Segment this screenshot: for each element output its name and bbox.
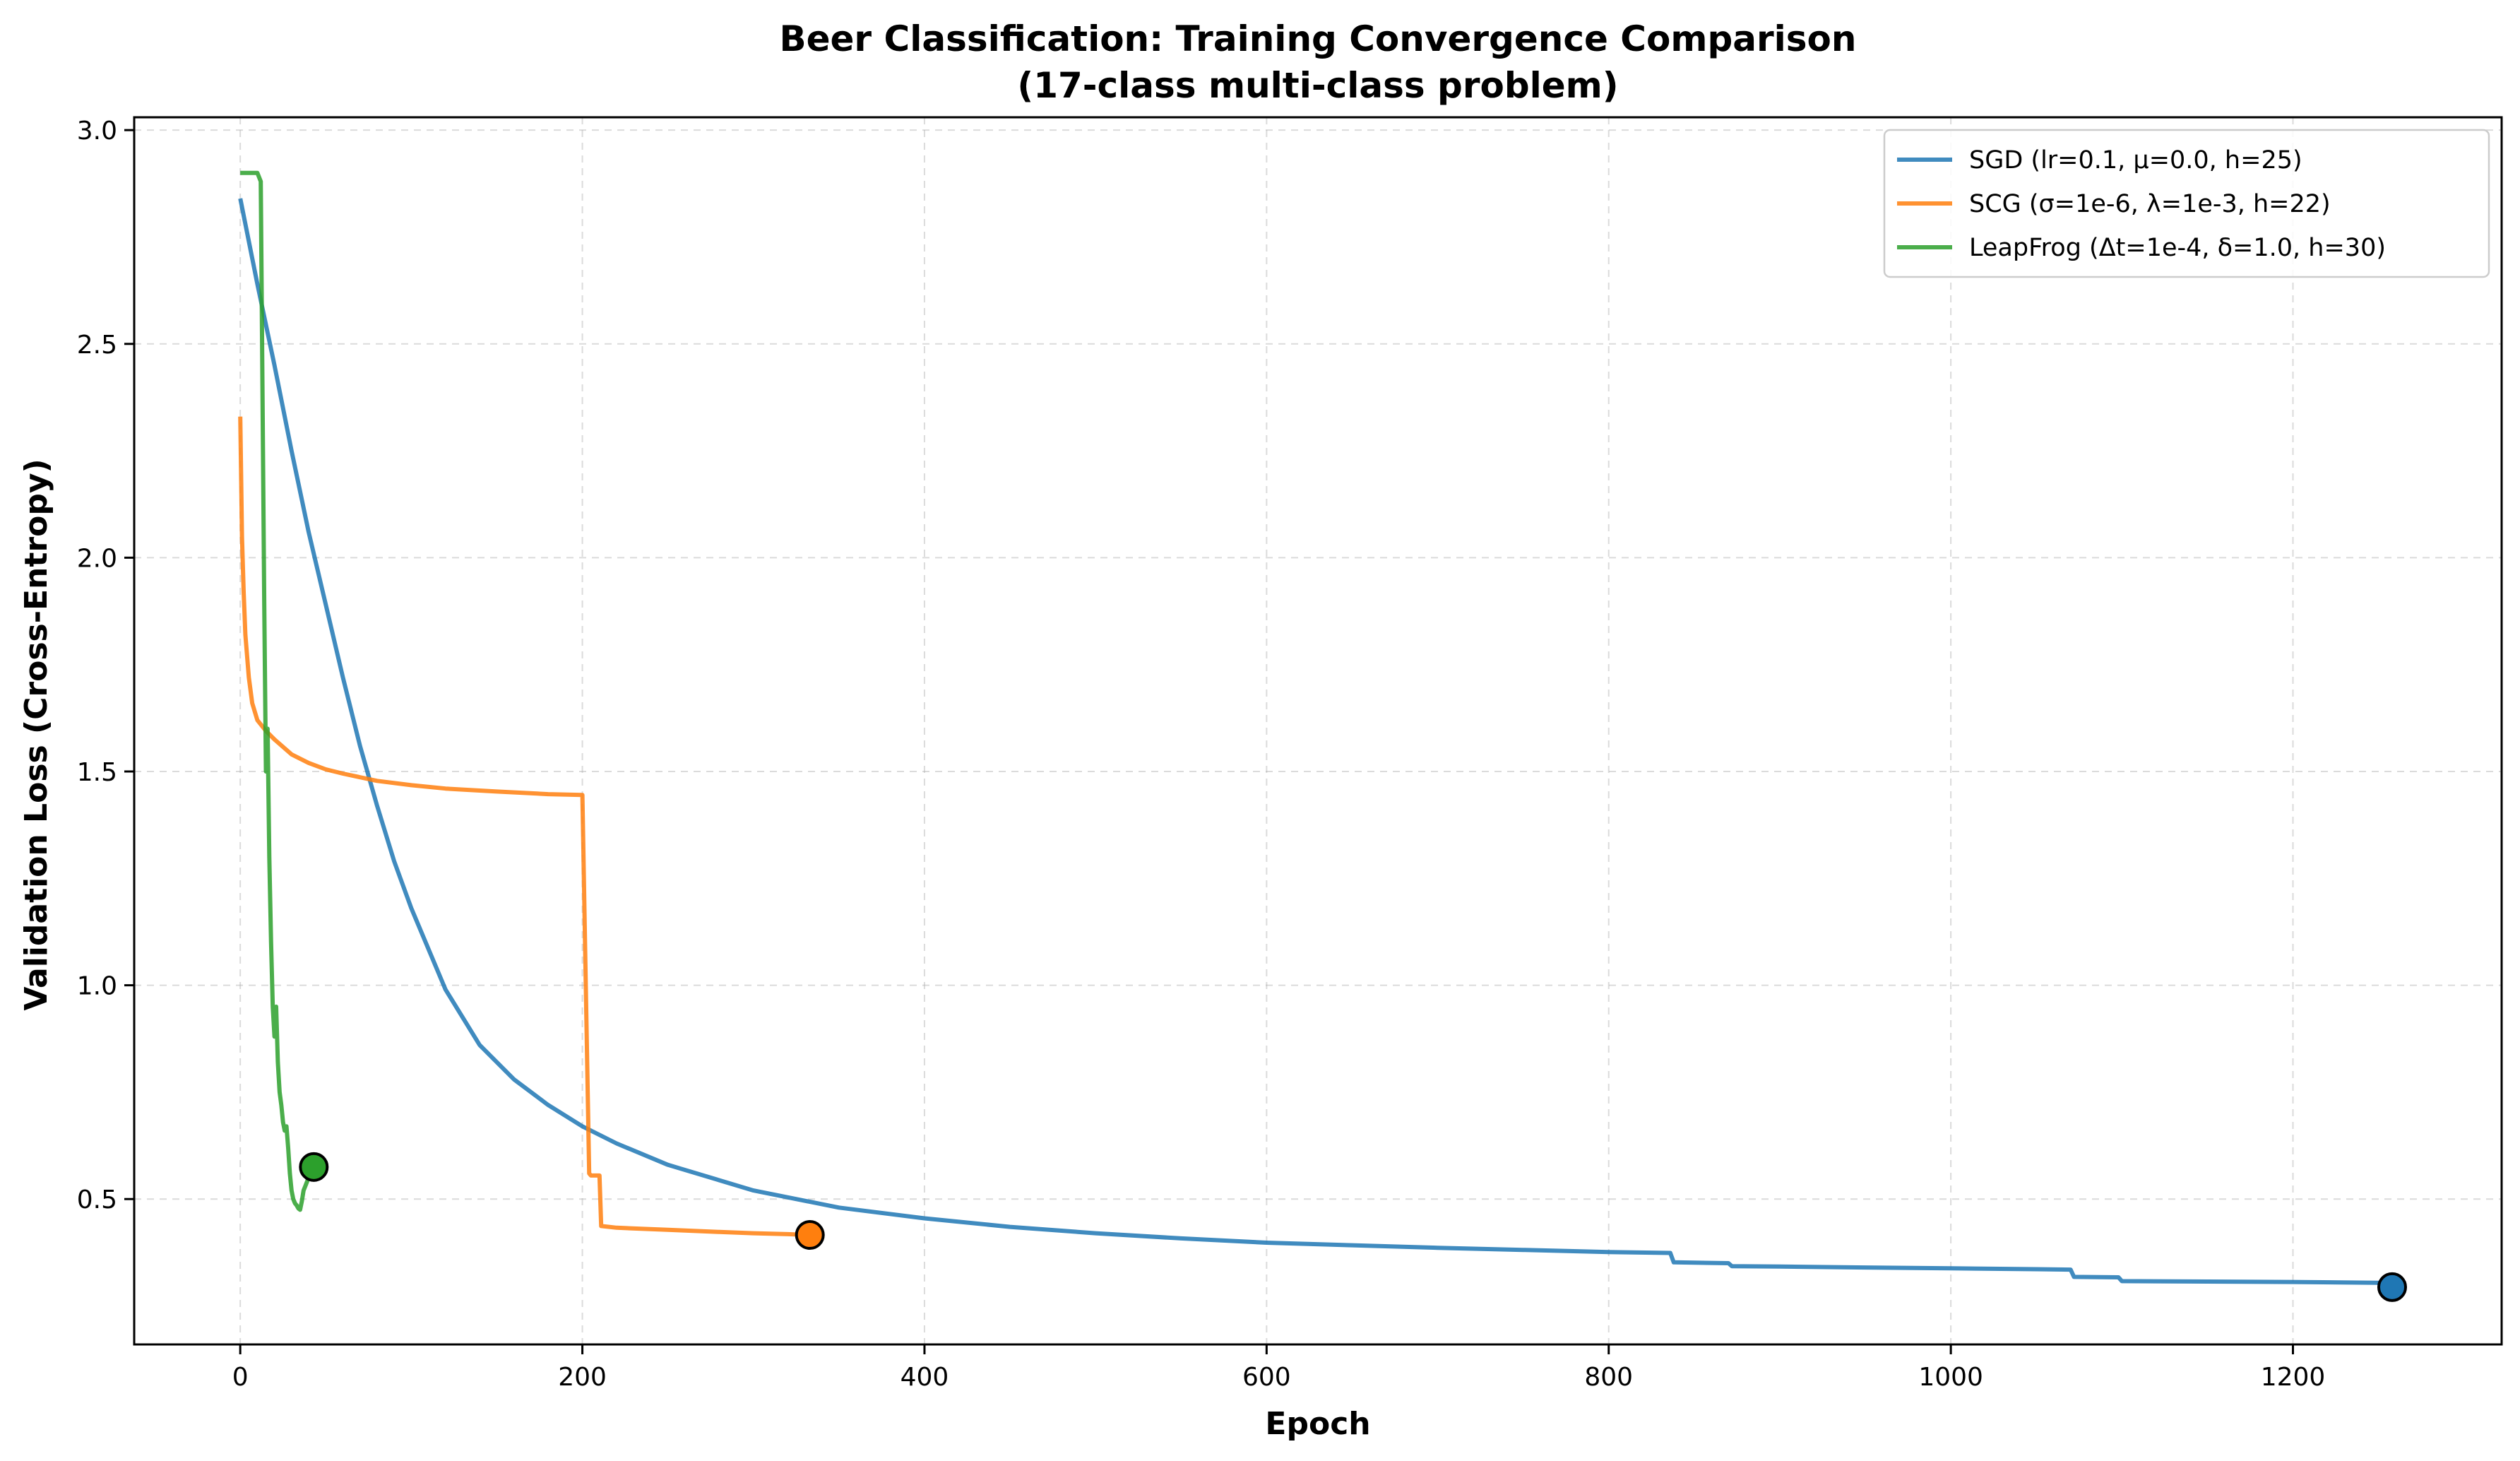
legend-entry: LeapFrog (Δt=1e-4, δ=1.0, h=30) xyxy=(1969,234,2386,262)
x-tick-label: 1200 xyxy=(2261,1363,2326,1392)
x-tick-label: 1000 xyxy=(1918,1363,1983,1392)
end-marker-2 xyxy=(795,1220,825,1250)
y-tick-label: 1.5 xyxy=(77,758,117,787)
legend-entry: SCG (σ=1e-6, λ=1e-3, h=22) xyxy=(1969,190,2331,218)
grid-lines xyxy=(134,117,2502,1344)
chart-subtitle: (17-class multi-class problem) xyxy=(1017,65,1618,106)
series-lines xyxy=(238,170,2393,1289)
y-tick-label: 2.0 xyxy=(77,544,117,573)
x-axis-label: Epoch xyxy=(1265,1406,1370,1442)
plot-frame xyxy=(133,116,2503,1346)
series-line-2 xyxy=(238,416,810,1238)
x-tick-label: 200 xyxy=(558,1363,607,1392)
x-tick-label: 800 xyxy=(1584,1363,1633,1392)
y-axis-label: Validation Loss (Cross-Entropy) xyxy=(18,459,54,1010)
y-axis-ticks: 0.5 1.0 1.5 2.0 2.5 3.0 xyxy=(77,117,134,1214)
legend-box xyxy=(1883,129,2490,278)
x-axis-ticks: 0 200 400 600 800 1000 1200 xyxy=(232,1344,2326,1392)
legend-entry: SGD (lr=0.1, μ=0.0, h=25) xyxy=(1969,146,2302,175)
legend: SGD (lr=0.1, μ=0.0, h=25) SCG (σ=1e-6, λ=… xyxy=(1883,129,2490,278)
end-marker-3 xyxy=(299,1152,329,1182)
end-markers xyxy=(299,1152,2407,1302)
chart-title: Beer Classification: Training Convergenc… xyxy=(780,18,1857,59)
y-tick-label: 3.0 xyxy=(77,117,117,146)
series-line-1 xyxy=(238,198,2393,1289)
x-tick-label: 600 xyxy=(1242,1363,1291,1392)
series-line-3 xyxy=(240,170,316,1212)
end-marker-1 xyxy=(2377,1272,2407,1302)
x-tick-label: 400 xyxy=(901,1363,949,1392)
x-tick-label: 0 xyxy=(232,1363,249,1392)
y-tick-label: 0.5 xyxy=(77,1185,117,1214)
y-tick-label: 1.0 xyxy=(77,972,117,1001)
y-tick-label: 2.5 xyxy=(77,331,117,360)
